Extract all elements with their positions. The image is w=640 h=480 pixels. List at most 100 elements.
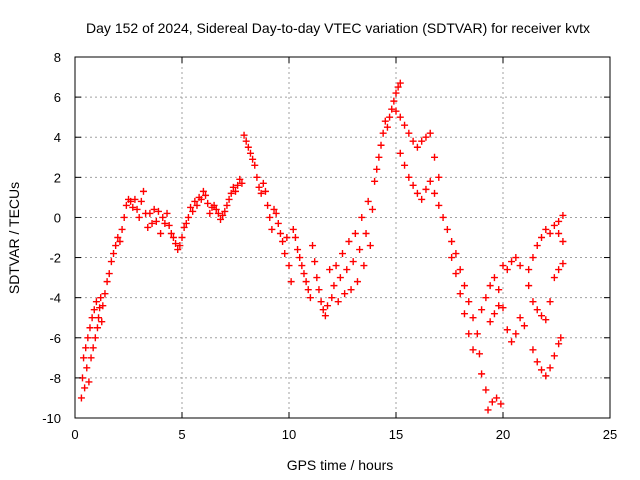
data-point [396,149,404,157]
data-point [161,219,169,227]
data-point [364,197,372,205]
data-point [390,97,398,105]
y-tick-label: 8 [54,50,61,65]
data-point [516,314,524,322]
data-point [546,229,554,237]
data-point [478,370,486,378]
data-point [304,286,312,294]
data-point [92,298,100,306]
data-point [118,225,126,233]
data-point [482,386,490,394]
data-point [371,177,379,185]
data-point [409,137,417,145]
data-point [81,384,89,392]
data-point [169,234,177,241]
data-point [193,201,201,209]
y-axis-label: SDTVAR / TECUs [6,182,22,294]
data-point [405,173,413,181]
data-point [214,209,222,217]
data-point [97,294,105,302]
data-point [204,199,212,207]
data-point [460,310,468,318]
data-point [83,364,91,372]
data-point [261,187,269,195]
data-point [533,242,541,250]
data-point [154,207,162,215]
data-point [317,298,325,306]
data-point [503,266,511,274]
data-point [508,338,516,346]
data-point [187,203,195,211]
data-point [103,278,111,286]
data-point [294,246,302,254]
data-point [469,314,477,322]
data-point [379,129,387,137]
data-point [409,181,417,189]
x-tick-label: 10 [282,427,296,442]
data-point [272,209,280,217]
data-point [257,189,265,197]
data-point [559,260,567,268]
data-point [383,123,391,131]
data-point [360,262,368,270]
x-tick-label: 0 [71,427,78,442]
data-point [137,197,145,205]
data-point [525,266,533,274]
data-point [366,242,374,250]
data-point [448,238,456,246]
data-point [435,173,443,181]
data-point [343,266,351,274]
data-point [182,219,190,227]
data-point [426,177,434,185]
data-point [392,107,400,115]
data-point [490,310,498,318]
data-point [268,225,276,233]
data-point [197,195,205,203]
x-axis-label: GPS time / hours [287,457,394,473]
data-point [529,346,537,354]
data-point [452,250,460,258]
data-point [127,197,135,205]
data-point [110,250,118,258]
data-point [486,282,494,290]
data-point [176,242,184,250]
data-point [184,213,192,221]
data-point [499,304,507,312]
data-point [555,217,563,225]
data-point [302,278,310,286]
x-tick-label: 5 [178,427,185,442]
y-tick-label: 6 [54,90,61,105]
data-point [227,189,235,197]
data-point [542,225,550,233]
data-point [99,302,107,310]
axis-ticks: 0 5 10 15 20 25 -10 -8 -6 -4 -2 0 2 4 6 8 [42,50,617,442]
data-point [508,258,516,266]
data-point [120,213,128,221]
data-point [396,113,404,121]
data-point [456,266,464,274]
data-point [347,286,355,294]
data-point [538,366,546,374]
x-tick-label: 15 [389,427,403,442]
data-point [495,286,503,294]
data-point [255,183,263,191]
data-point [238,179,246,187]
data-point [114,234,122,241]
data-point [122,201,130,209]
data-point [324,302,332,310]
y-tick-label: -8 [49,371,61,386]
data-point [249,155,257,163]
data-point [167,229,175,237]
data-point [334,298,342,306]
data-point [426,129,434,137]
data-point [289,225,297,233]
data-point [542,372,550,380]
data-point [129,203,137,211]
data-point [394,83,402,91]
data-point [529,254,537,262]
data-point [418,195,426,203]
data-point [264,201,272,209]
data-point [279,238,287,246]
data-point [546,298,554,306]
